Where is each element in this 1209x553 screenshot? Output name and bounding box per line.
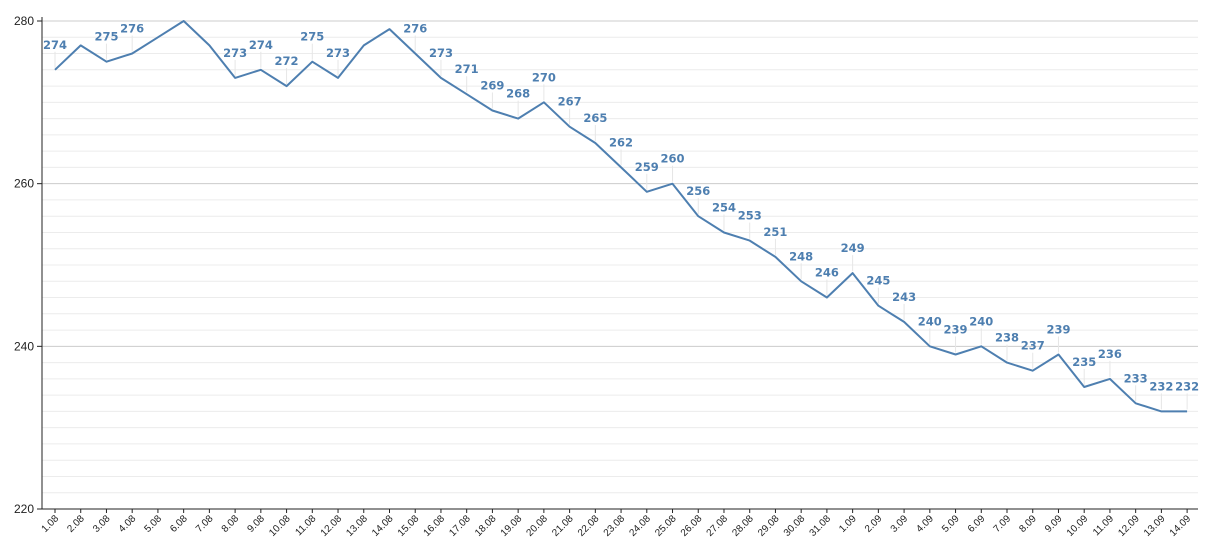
data-label: 269 xyxy=(480,78,504,92)
series-line-group xyxy=(54,20,1188,413)
y-axis-ticks: 220 240 260 280 xyxy=(14,14,42,516)
x-tick-label: 6.09 xyxy=(966,513,988,535)
x-tick-label: 20.08 xyxy=(525,513,551,539)
x-tick-label: 12.09 xyxy=(1116,513,1142,539)
x-tick-label: 7.09 xyxy=(992,513,1014,535)
x-tick-label: 14.08 xyxy=(370,513,396,539)
data-label: 273 xyxy=(429,46,453,60)
x-tick-label: 14.09 xyxy=(1168,513,1194,539)
data-label: 237 xyxy=(1021,339,1045,353)
x-tick-label: 21.08 xyxy=(550,513,576,539)
x-tick-label: 22.08 xyxy=(576,513,602,539)
data-label: 274 xyxy=(249,38,273,52)
data-label: 235 xyxy=(1072,355,1096,369)
data-label: 267 xyxy=(558,95,582,109)
x-tick-label: 7.08 xyxy=(194,513,216,535)
data-label: 232 xyxy=(1175,379,1199,393)
data-label: 274 xyxy=(43,38,67,52)
data-label: 265 xyxy=(583,111,607,125)
data-label: 251 xyxy=(763,225,787,239)
x-tick-label: 11.09 xyxy=(1091,513,1116,538)
x-tick-label: 8.08 xyxy=(220,513,242,535)
x-tick-label: 1.09 xyxy=(837,513,859,535)
data-label: 273 xyxy=(326,46,350,60)
x-tick-label: 6.08 xyxy=(168,513,190,535)
data-label: 239 xyxy=(944,322,968,336)
data-label: 243 xyxy=(892,290,916,304)
x-tick-label: 18.08 xyxy=(473,513,499,539)
x-tick-label: 30.08 xyxy=(782,513,808,539)
x-tick-label: 4.08 xyxy=(117,513,139,535)
x-tick-label: 3.09 xyxy=(889,513,911,535)
data-label: 275 xyxy=(300,30,324,44)
x-tick-label: 16.08 xyxy=(422,513,448,539)
data-label: 260 xyxy=(661,152,685,166)
x-tick-label: 17.08 xyxy=(447,513,473,539)
x-tick-label: 15.08 xyxy=(396,513,422,539)
data-label: 233 xyxy=(1124,371,1148,385)
x-tick-label: 26.08 xyxy=(679,513,705,539)
y-tick-label: 280 xyxy=(14,14,34,28)
data-label: 273 xyxy=(223,46,247,60)
data-label: 259 xyxy=(635,160,659,174)
x-tick-label: 31.08 xyxy=(808,513,834,539)
data-label: 249 xyxy=(841,241,865,255)
y-tick-label: 260 xyxy=(14,177,34,191)
x-tick-label: 3.08 xyxy=(91,513,113,535)
data-label: 246 xyxy=(815,266,839,280)
y-tick-label: 240 xyxy=(14,339,34,353)
x-tick-label: 5.09 xyxy=(940,513,962,535)
x-tick-label: 23.08 xyxy=(602,513,628,539)
data-label: 248 xyxy=(789,249,813,263)
data-label: 268 xyxy=(506,87,530,101)
x-tick-label: 4.09 xyxy=(914,513,936,535)
y-tick-label: 220 xyxy=(14,502,34,516)
data-label: 271 xyxy=(455,62,479,76)
data-label: 262 xyxy=(609,135,633,149)
data-label: 236 xyxy=(1098,347,1122,361)
data-labels: 2742752762732742722752732762732712692682… xyxy=(43,22,1199,410)
data-label: 232 xyxy=(1149,379,1173,393)
x-tick-label: 9.08 xyxy=(245,513,267,535)
data-label: 256 xyxy=(686,184,710,198)
data-label: 240 xyxy=(969,314,993,328)
x-tick-label: 13.09 xyxy=(1142,513,1168,539)
x-tick-label: 10.08 xyxy=(267,513,293,539)
data-label: 239 xyxy=(1046,322,1070,336)
x-tick-label: 29.08 xyxy=(756,513,782,539)
x-tick-label: 2.09 xyxy=(863,513,885,535)
data-label: 275 xyxy=(94,30,118,44)
x-tick-label: 25.08 xyxy=(653,513,679,539)
x-tick-label: 27.08 xyxy=(705,513,731,539)
minor-gridlines xyxy=(42,36,1198,494)
x-axis-ticks: 1.08 2.08 3.08 4.08 5.08 6.08 7.08 8.08 9.08 10.0… xyxy=(40,509,1194,539)
data-label: 276 xyxy=(120,22,144,36)
x-tick-label: 2.08 xyxy=(65,513,87,535)
x-tick-label: 19.08 xyxy=(499,513,525,539)
x-tick-label: 9.09 xyxy=(1043,513,1065,535)
data-label: 270 xyxy=(532,70,556,84)
x-tick-label: 28.08 xyxy=(730,513,756,539)
x-tick-label: 1.08 xyxy=(40,513,62,535)
data-label: 245 xyxy=(866,274,890,288)
data-label: 253 xyxy=(738,209,762,223)
data-label: 276 xyxy=(403,22,427,36)
data-label: 240 xyxy=(918,314,942,328)
x-tick-label: 13.08 xyxy=(344,513,370,539)
data-label: 238 xyxy=(995,331,1019,345)
axes xyxy=(41,17,1198,510)
data-label: 254 xyxy=(712,200,736,214)
x-tick-label: 8.09 xyxy=(1017,513,1039,535)
x-tick-label: 24.08 xyxy=(627,513,653,539)
data-label: 272 xyxy=(275,54,299,68)
x-tick-label: 12.08 xyxy=(319,513,345,539)
x-tick-label: 5.08 xyxy=(142,513,164,535)
series-line xyxy=(54,20,1188,413)
x-tick-label: 10.09 xyxy=(1065,513,1091,539)
x-tick-label: 11.08 xyxy=(293,513,318,538)
